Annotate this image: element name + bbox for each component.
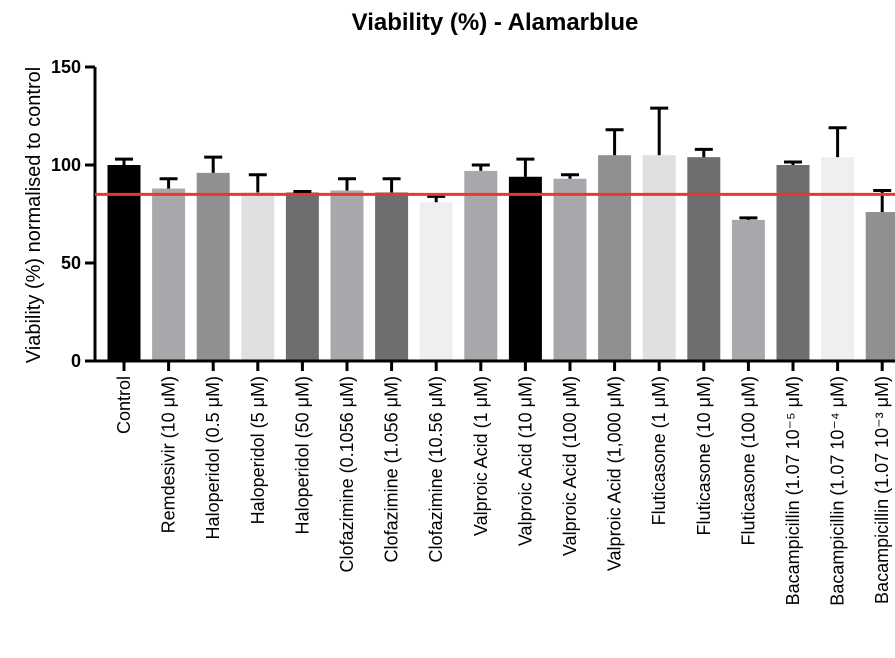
bar [196,172,230,361]
x-tick-label: Haloperidol (5 μM) [248,376,268,524]
bar [642,155,676,361]
x-tick-label: Control [114,376,134,434]
bar [598,155,632,361]
x-tick-label: Bacampicillin (1.07 10⁻⁵ μM) [783,376,803,605]
x-tick-label: Clofazimine (10.56 μM) [426,376,446,562]
x-tick-label: Fluticasone (1 μM) [649,376,669,525]
x-tick-label: Remdesivir (10 μM) [159,376,179,533]
bar [419,202,453,361]
plot-area: 0 50 100 150 Control Remdesivir (10 μM) Halope… [51,57,895,606]
y-axis-label: Viability (%) normalised to control [23,67,45,363]
y-tick-label: 0 [71,351,81,371]
bar [508,176,542,361]
bar [152,188,186,361]
x-tick-label: Clofazimine (0.1056 μM) [337,376,357,572]
x-tick-label: Bacampicillin (1.07 10⁻³ μM) [872,376,892,604]
x-tick-label: Clofazimine (1.056 μM) [382,376,402,562]
bar [687,157,721,361]
x-tick-label: Bacampicillin (1.07 10⁻⁴ μM) [828,376,848,606]
bar [285,192,319,361]
bar [731,219,765,361]
bar [553,178,587,361]
x-tick-label: Valproic Acid (100 μM) [560,376,580,556]
bar [865,212,895,361]
y-tick-label: 100 [51,155,81,175]
x-tick-label: Haloperidol (50 μM) [292,376,312,534]
y-tick-label: 50 [61,253,81,273]
bar [821,157,855,361]
x-tick-label: Valproic Acid (1,000 μM) [605,376,625,571]
y-tick-label: 150 [51,57,81,77]
bar [241,192,275,361]
x-tick-label: Haloperidol (0.5 μM) [203,376,223,539]
x-tick-label: Fluticasone (100 μM) [738,376,758,545]
bar [776,165,810,361]
bar [330,190,364,361]
x-tick-label: Fluticasone (10 μM) [694,376,714,535]
bar [107,165,141,361]
x-tick-label: Valproic Acid (1 μM) [471,376,491,536]
chart-title: Viability (%) - Alamarblue [352,9,639,36]
bar [464,170,498,361]
x-tick-label: Valproic Acid (10 μM) [515,376,535,546]
bar [375,192,409,361]
